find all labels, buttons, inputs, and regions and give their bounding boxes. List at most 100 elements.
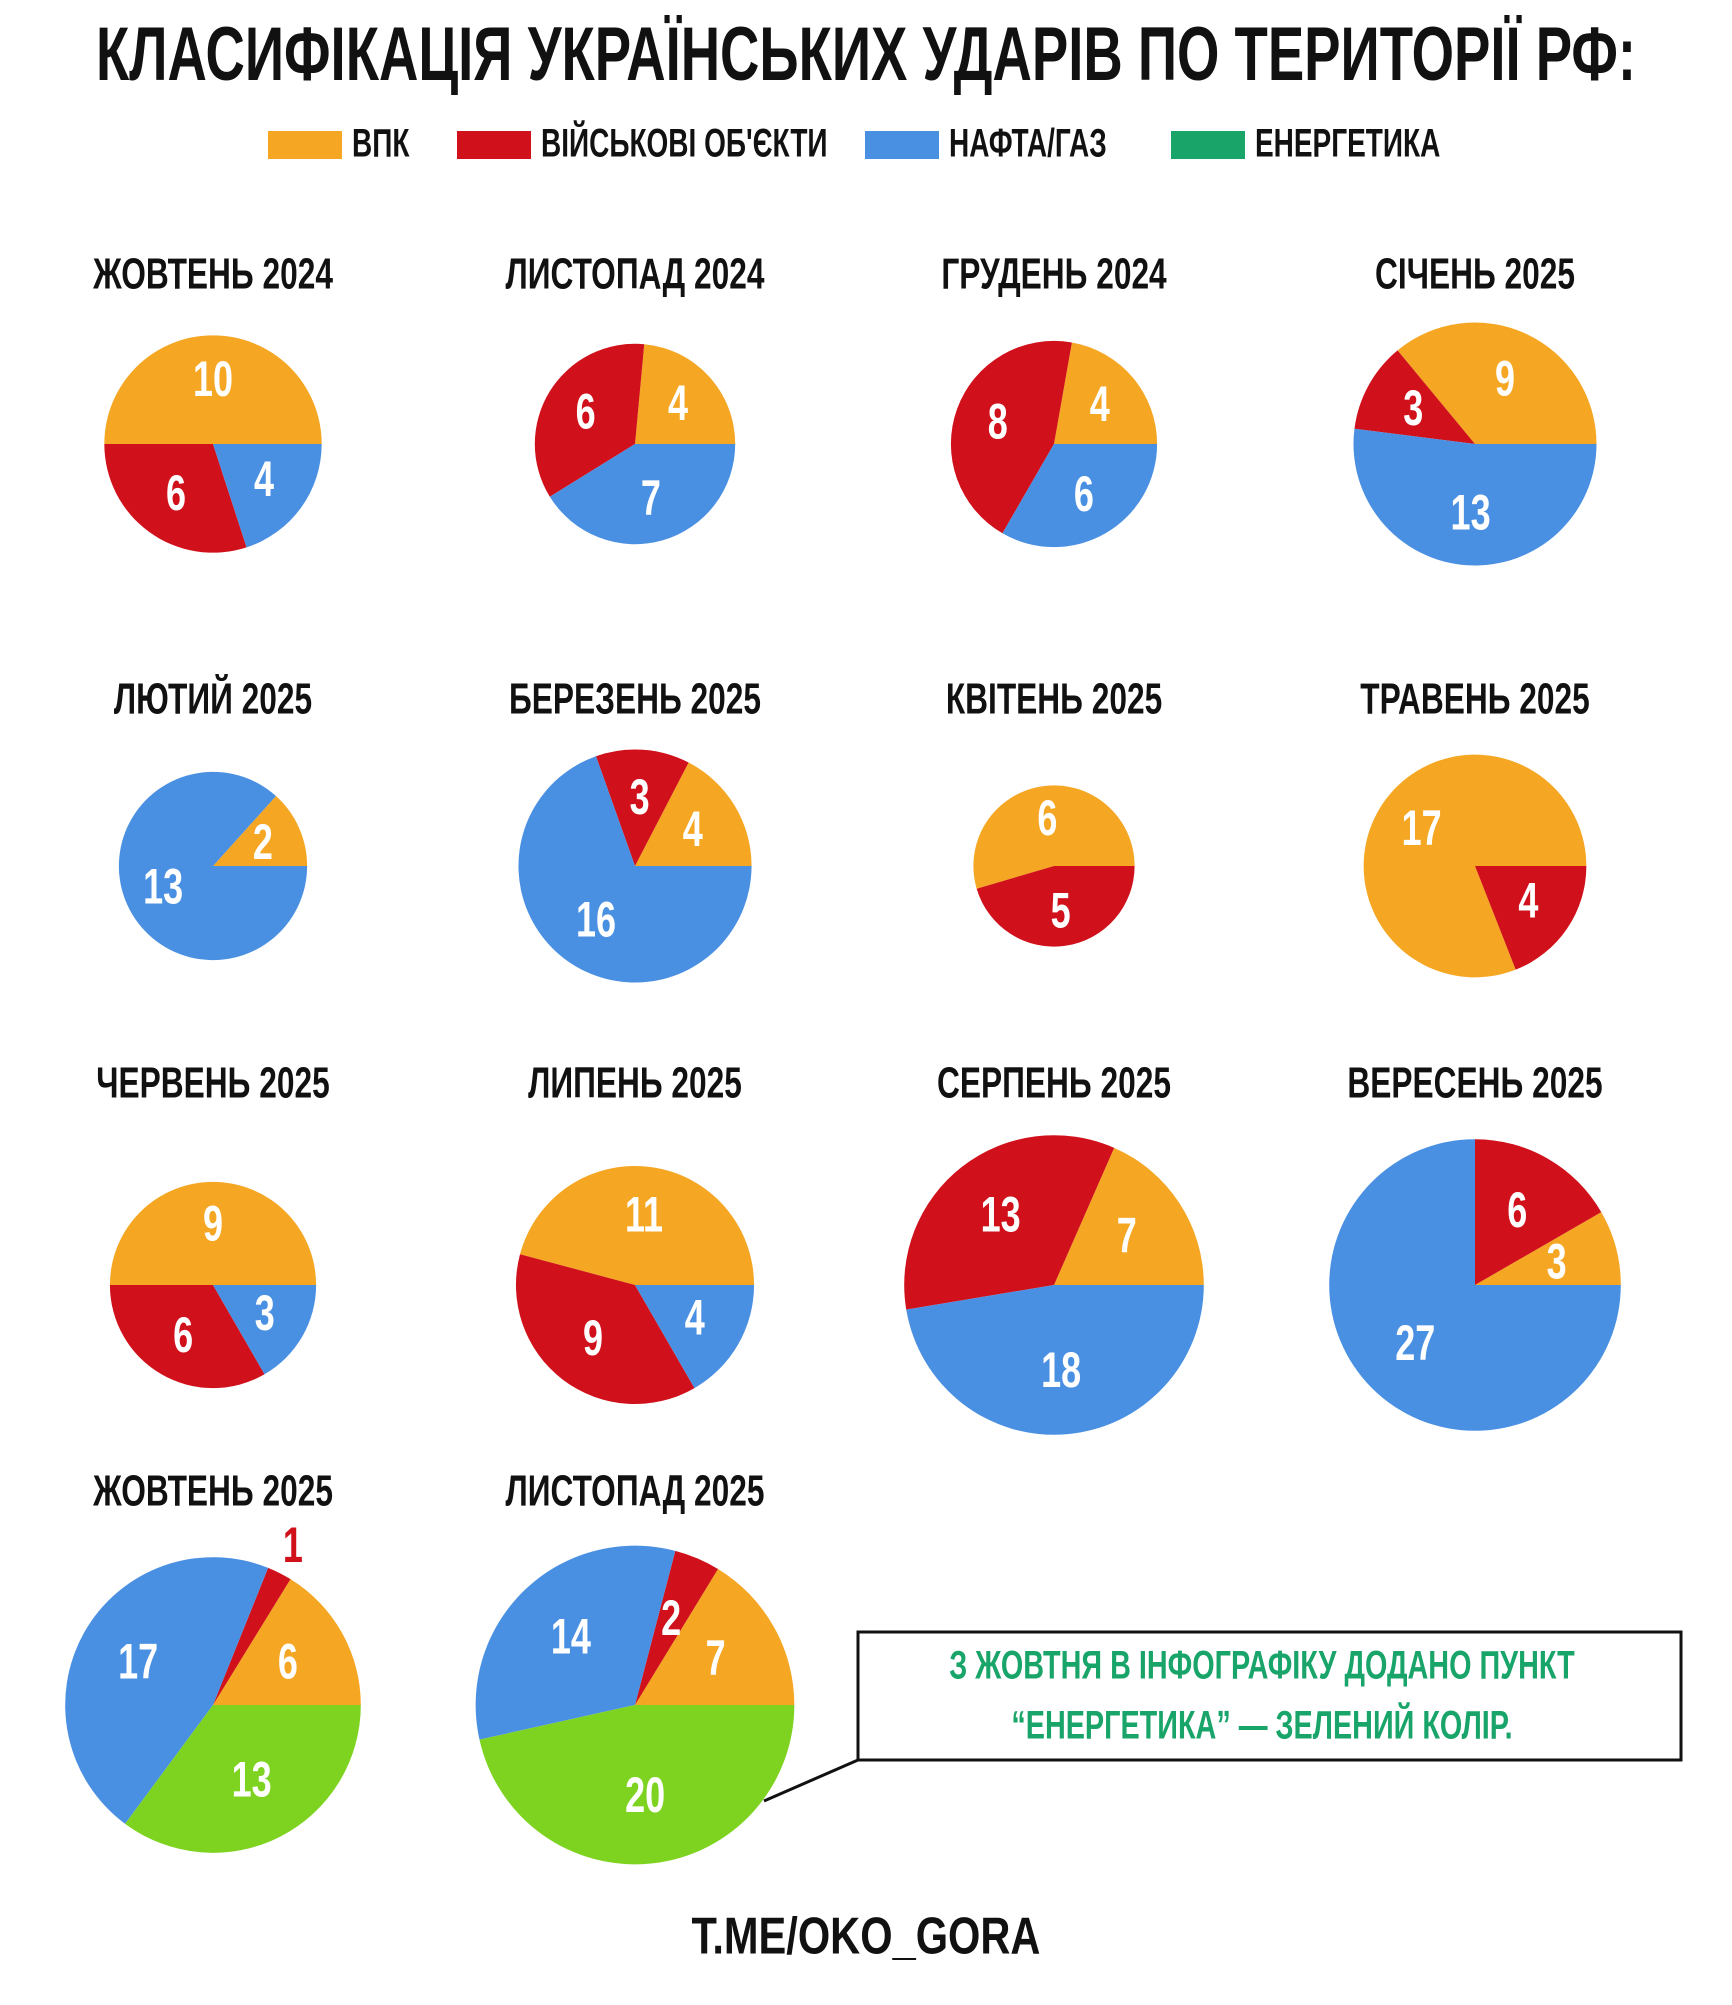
pie-slice xyxy=(213,1567,291,1705)
pie-title: ВЕРЕСЕНЬ 2025 xyxy=(1347,1059,1602,1108)
pie-title: ГРУДЕНЬ 2024 xyxy=(941,250,1167,299)
pie-title: СІЧЕНЬ 2025 xyxy=(1375,250,1575,299)
slice-label: 18 xyxy=(1041,1343,1081,1398)
pie-slice xyxy=(635,762,752,866)
slice-label: 13 xyxy=(232,1753,272,1808)
pie-slice xyxy=(109,1181,317,1285)
note-text: З ЖОВТНЯ В ІНФОГРАФІКУ ДОДАНО ПУНКТ xyxy=(949,1643,1575,1688)
pie-slice xyxy=(1054,342,1158,444)
slice-label: 16 xyxy=(576,893,616,948)
slice-label: 9 xyxy=(1495,352,1515,407)
pie-slice xyxy=(213,444,322,548)
pie-slice xyxy=(976,866,1135,947)
slice-label: 3 xyxy=(255,1286,275,1341)
slice-label: 17 xyxy=(1402,801,1442,856)
slice-label: 2 xyxy=(253,815,273,870)
legend-label: НАФТА/ГАЗ xyxy=(949,122,1107,166)
slice-label: 1 xyxy=(283,1518,303,1573)
pie-slice xyxy=(1054,1147,1204,1285)
pie-title: ЧЕРВЕНЬ 2025 xyxy=(96,1059,329,1108)
slice-label: 4 xyxy=(1518,874,1538,929)
pie-slice xyxy=(1002,444,1158,548)
pie-slice xyxy=(1329,1139,1621,1431)
pie-slice xyxy=(479,1705,795,1865)
slice-label: 13 xyxy=(1451,486,1491,541)
pie-slice xyxy=(595,749,689,866)
pie-slice xyxy=(109,1285,265,1389)
pie-title: ЛЮТИЙ 2025 xyxy=(114,672,312,724)
pie-title: БЕРЕЗЕНЬ 2025 xyxy=(509,675,761,724)
slice-label: 17 xyxy=(118,1635,158,1690)
pie-title: ЛИСТОПАД 2025 xyxy=(506,1467,765,1516)
slice-label: 20 xyxy=(625,1768,665,1823)
slice-label: 3 xyxy=(1547,1235,1567,1290)
pie-slice xyxy=(475,1545,676,1740)
slice-label: 13 xyxy=(981,1188,1021,1243)
legend-label: ЕНЕРГЕТИКА xyxy=(1255,122,1440,166)
slice-label: 27 xyxy=(1395,1316,1435,1371)
pie-slice xyxy=(1397,322,1597,444)
legend-swatch xyxy=(268,131,342,159)
pie-slice xyxy=(518,756,752,983)
slice-label: 4 xyxy=(254,453,274,508)
slice-label: 3 xyxy=(630,770,650,825)
slice-label: 8 xyxy=(988,395,1008,450)
pie-slice xyxy=(213,1285,317,1375)
pie-slice xyxy=(65,1557,269,1824)
legend-swatch xyxy=(1171,131,1245,159)
pie-slice xyxy=(973,785,1135,889)
pie-title: КВІТЕНЬ 2025 xyxy=(946,675,1162,724)
slice-label: 14 xyxy=(551,1610,591,1665)
slice-label: 7 xyxy=(1117,1209,1137,1264)
slice-label: 5 xyxy=(1051,884,1071,939)
pie-slice xyxy=(125,1705,361,1853)
slice-label: 11 xyxy=(625,1188,663,1243)
pie-title: ЖОВТЕНЬ 2025 xyxy=(92,1467,333,1516)
slice-label: 13 xyxy=(143,860,183,915)
pie-slice xyxy=(635,1550,719,1705)
footer: T.ME/OKO_GORA xyxy=(692,1906,1041,1965)
pie-slice xyxy=(213,1579,361,1705)
pie-title: ЛИПЕНЬ 2025 xyxy=(528,1059,742,1108)
slice-label: 4 xyxy=(1090,377,1110,432)
slice-label: 4 xyxy=(668,376,688,431)
pie-title: СЕРПЕНЬ 2025 xyxy=(937,1059,1171,1108)
pie-slice xyxy=(906,1285,1204,1435)
pie-slice xyxy=(104,335,322,444)
slice-label: 3 xyxy=(1403,382,1423,437)
legend-swatch xyxy=(457,131,531,159)
slice-label: 7 xyxy=(706,1631,726,1686)
note-pointer xyxy=(763,1758,859,1803)
pie-slice xyxy=(904,1135,1115,1310)
slice-label: 10 xyxy=(193,353,233,408)
pie-slice xyxy=(1475,1139,1602,1285)
chart-title: КЛАСИФІКАЦІЯ УКРАЇНСЬКИХ УДАРІВ ПО ТЕРИТ… xyxy=(96,12,1636,97)
slice-label: 9 xyxy=(203,1197,223,1252)
slice-label: 6 xyxy=(1037,791,1057,846)
pie-slice xyxy=(1354,350,1475,444)
pie-title: ЖОВТЕНЬ 2024 xyxy=(92,250,333,299)
slice-label: 2 xyxy=(661,1592,681,1647)
pie-slice xyxy=(213,796,308,866)
slice-label: 6 xyxy=(1507,1183,1527,1238)
pie-title: ЛИСТОПАД 2024 xyxy=(506,250,765,299)
pie-slice xyxy=(950,340,1072,534)
slice-label: 6 xyxy=(278,1635,298,1690)
pie-title: ТРАВЕНЬ 2025 xyxy=(1360,675,1589,724)
legend-label: ВПК xyxy=(352,122,410,166)
slice-label: 6 xyxy=(576,385,596,440)
pie-slice xyxy=(1475,866,1587,970)
slice-label: 4 xyxy=(683,802,703,857)
slice-label: 4 xyxy=(685,1291,705,1346)
pie-slice xyxy=(104,444,247,553)
note-text: “ЕНЕРГЕТИКА” — ЗЕЛЕНИЙ КОЛІР. xyxy=(1011,1702,1512,1748)
slice-label: 6 xyxy=(166,467,186,522)
note-box xyxy=(856,1630,1683,1762)
pie-slice xyxy=(1475,1212,1621,1285)
pie-slice xyxy=(635,1285,755,1389)
pie-slice xyxy=(549,444,736,545)
slice-label: 7 xyxy=(641,471,661,526)
pie-slice xyxy=(635,1568,795,1705)
pie-slice xyxy=(534,343,645,497)
